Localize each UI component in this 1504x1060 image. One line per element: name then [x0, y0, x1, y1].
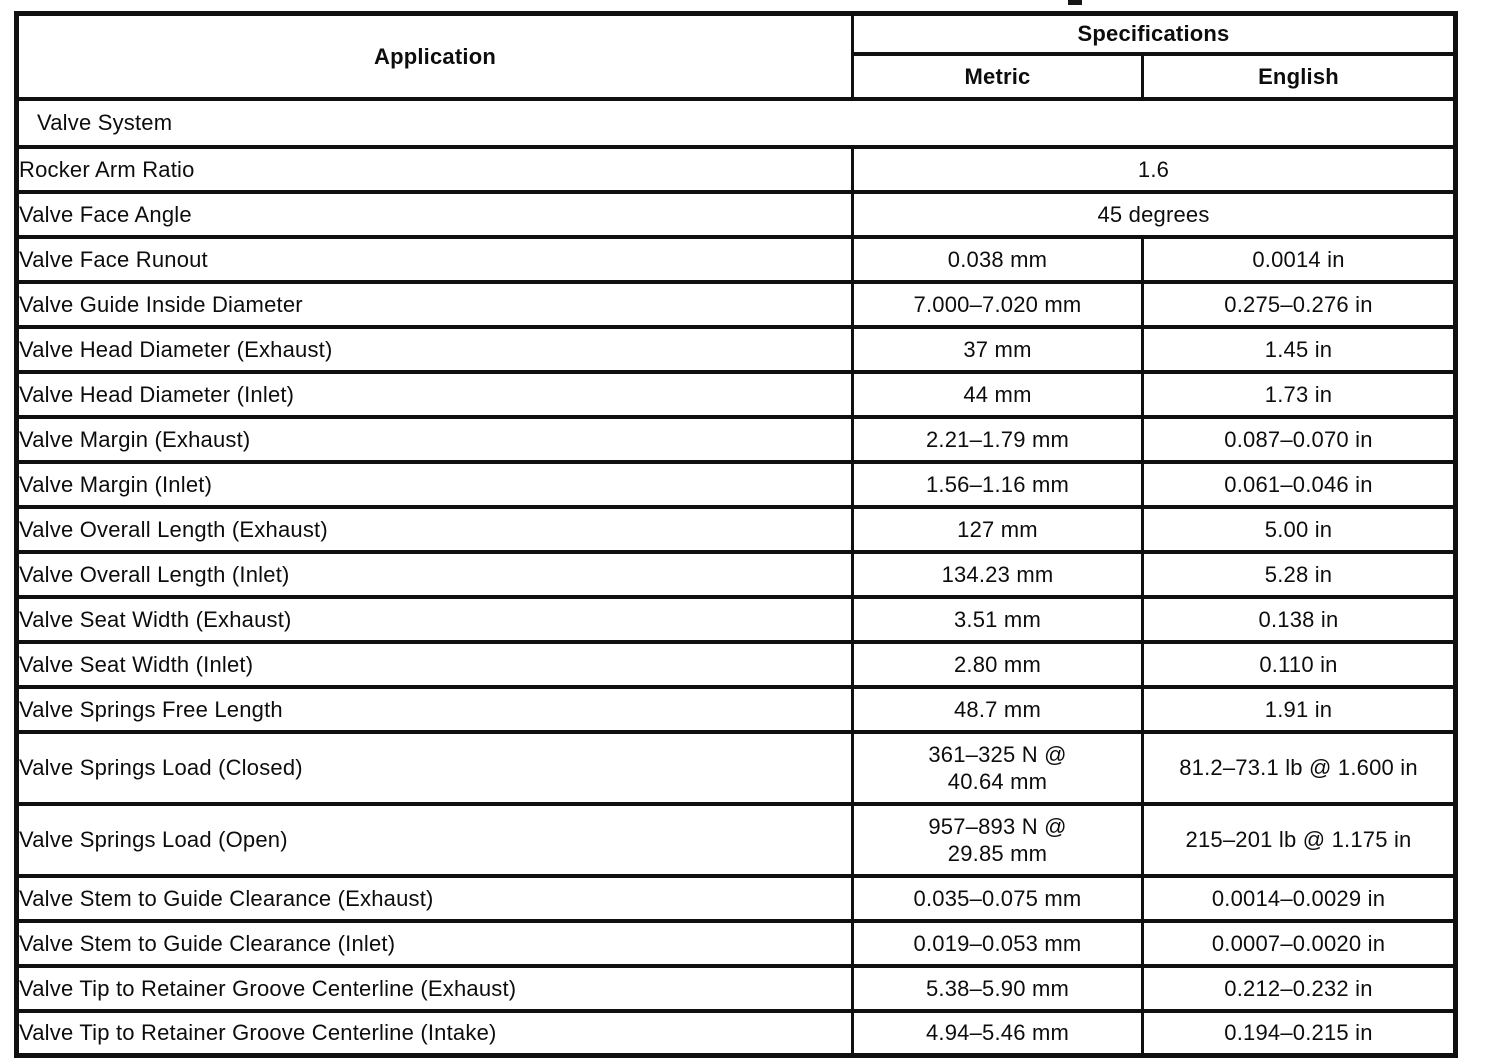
english-value-cell: 0.194–0.215 in [1141, 1008, 1457, 1058]
metric-value-cell: 5.38–5.90 mm [851, 963, 1144, 1013]
table-row: Valve Stem to Guide Clearance (Inlet) 0.… [15, 918, 1457, 968]
english-value-cell: 0.275–0.276 in [1141, 279, 1457, 329]
metric-value-line1: 361–325 N @ [928, 741, 1067, 767]
english-value-cell: 0.087–0.070 in [1141, 414, 1457, 464]
header-row-units: Metric English [17, 51, 1457, 101]
table-row: Valve Stem to Guide Clearance (Exhaust) … [15, 873, 1457, 923]
metric-value-line2: 29.85 mm [947, 840, 1048, 866]
row-label-cell: Valve Seat Width (Exhaust) [15, 594, 854, 644]
table-row: Rocker Arm Ratio 1.6 [15, 144, 1457, 194]
table-row: Valve Springs Load (Open) 957–893 N @ 29… [15, 801, 1457, 878]
table-row: Valve Margin (Inlet) 1.56–1.16 mm 0.061–… [15, 459, 1457, 509]
row-label-cell: Valve Face Angle [15, 189, 854, 239]
english-value-cell: 5.00 in [1141, 504, 1457, 554]
metric-value-cell: 361–325 N @ 40.64 mm [851, 729, 1144, 806]
table-row-section: Valve System [15, 96, 1457, 149]
metric-value-line2: 40.64 mm [947, 768, 1048, 794]
row-label-cell: Valve Face Runout [15, 234, 854, 284]
metric-value-cell: 4.94–5.46 mm [851, 1008, 1144, 1058]
metric-value-cell: 37 mm [851, 324, 1144, 374]
valve-specifications-table: Application Specifications Metric Englis… [14, 11, 1458, 1058]
english-value-cell: 81.2–73.1 lb @ 1.600 in [1141, 729, 1457, 806]
row-label-cell: Valve Tip to Retainer Groove Centerline … [15, 963, 854, 1013]
metric-value-cell: 1.56–1.16 mm [851, 459, 1144, 509]
table-row: Valve Tip to Retainer Groove Centerline … [15, 963, 1457, 1013]
english-value-cell: 0.061–0.046 in [1141, 459, 1457, 509]
english-value-cell: 1.73 in [1141, 369, 1457, 419]
table-row: Valve Springs Load (Closed) 361–325 N @ … [15, 729, 1457, 806]
table-row: Valve Margin (Exhaust) 2.21–1.79 mm 0.08… [15, 414, 1457, 464]
row-label-cell: Valve Stem to Guide Clearance (Inlet) [15, 918, 854, 968]
row-label-cell: Valve Head Diameter (Inlet) [15, 369, 854, 419]
shared-value-cell: 45 degrees [851, 189, 1457, 239]
table-row: Valve Guide Inside Diameter 7.000–7.020 … [15, 279, 1457, 329]
row-label-cell: Valve Overall Length (Inlet) [15, 549, 854, 599]
table-row: Valve Seat Width (Inlet) 2.80 mm 0.110 i… [15, 639, 1457, 689]
metric-column-header: Metric [851, 51, 1144, 101]
metric-value-cell: 134.23 mm [851, 549, 1144, 599]
metric-value-cell: 3.51 mm [851, 594, 1144, 644]
row-label-cell: Valve Seat Width (Inlet) [15, 639, 854, 689]
shared-value-cell: 1.6 [851, 144, 1457, 194]
specifications-column-header: Specifications [851, 11, 1457, 56]
english-value-cell: 0.138 in [1141, 594, 1457, 644]
english-value-cell: 0.110 in [1141, 639, 1457, 689]
table-row: Valve Tip to Retainer Groove Centerline … [15, 1008, 1457, 1058]
table-row: Valve Overall Length (Inlet) 134.23 mm 5… [15, 549, 1457, 599]
row-label-cell: Valve Margin (Exhaust) [15, 414, 854, 464]
metric-value-cell: 2.21–1.79 mm [851, 414, 1144, 464]
row-label-cell: Valve Springs Free Length [15, 684, 854, 734]
row-label-cell: Rocker Arm Ratio [15, 144, 854, 194]
scan-artifact-mark [1068, 0, 1082, 5]
english-value-cell: 0.212–0.232 in [1141, 963, 1457, 1013]
english-value-cell: 0.0014–0.0029 in [1141, 873, 1457, 923]
row-label-cell: Valve Springs Load (Open) [15, 801, 854, 878]
metric-value-cell: 7.000–7.020 mm [851, 279, 1144, 329]
english-column-header: English [1141, 51, 1457, 101]
row-label-cell: Valve Springs Load (Closed) [15, 729, 854, 806]
metric-value-cell: 48.7 mm [851, 684, 1144, 734]
english-value-cell: 1.91 in [1141, 684, 1457, 734]
metric-value-cell: 957–893 N @ 29.85 mm [851, 801, 1144, 878]
row-label-cell: Valve Overall Length (Exhaust) [15, 504, 854, 554]
table-row: Valve Head Diameter (Inlet) 44 mm 1.73 i… [15, 369, 1457, 419]
table-row: Valve Springs Free Length 48.7 mm 1.91 i… [15, 684, 1457, 734]
table-row: Valve Seat Width (Exhaust) 3.51 mm 0.138… [15, 594, 1457, 644]
metric-value-cell: 0.035–0.075 mm [851, 873, 1144, 923]
table-row: Valve Head Diameter (Exhaust) 37 mm 1.45… [15, 324, 1457, 374]
table-row: Valve Face Runout 0.038 mm 0.0014 in [15, 234, 1457, 284]
english-value-cell: 0.0007–0.0020 in [1141, 918, 1457, 968]
metric-value-cell: 0.038 mm [851, 234, 1144, 284]
metric-value-cell: 2.80 mm [851, 639, 1144, 689]
metric-value-cell: 0.019–0.053 mm [851, 918, 1144, 968]
row-label-cell: Valve Stem to Guide Clearance (Exhaust) [15, 873, 854, 923]
metric-value-cell: 44 mm [851, 369, 1144, 419]
english-value-cell: 215–201 lb @ 1.175 in [1141, 801, 1457, 878]
metric-value-cell: 127 mm [851, 504, 1144, 554]
table-row: Valve Overall Length (Exhaust) 127 mm 5.… [15, 504, 1457, 554]
row-label-cell: Valve Tip to Retainer Groove Centerline … [15, 1008, 854, 1058]
english-value-cell: 0.0014 in [1141, 234, 1457, 284]
metric-value-line1: 957–893 N @ [928, 813, 1067, 839]
row-label-cell: Valve Guide Inside Diameter [15, 279, 854, 329]
row-label-cell: Valve Head Diameter (Exhaust) [15, 324, 854, 374]
english-value-cell: 5.28 in [1141, 549, 1457, 599]
english-value-cell: 1.45 in [1141, 324, 1457, 374]
table-row: Valve Face Angle 45 degrees [15, 189, 1457, 239]
application-column-header: Application [15, 11, 854, 101]
row-label-cell: Valve Margin (Inlet) [15, 459, 854, 509]
section-label-cell: Valve System [15, 96, 1457, 149]
header-row-specifications: Application Specifications [15, 11, 1457, 101]
